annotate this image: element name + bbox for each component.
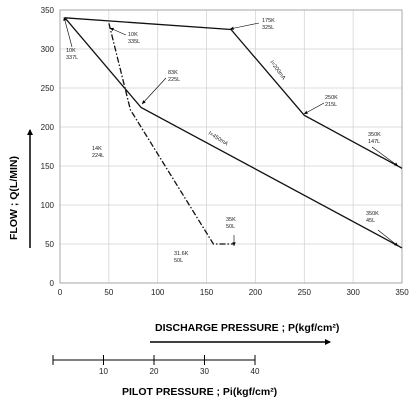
- annotation-label: 10K 337L: [66, 48, 78, 61]
- series-label-i200: I=200mA: [268, 60, 286, 82]
- y-tick-label: 350: [41, 6, 55, 15]
- pilot-tick-label: 20: [150, 367, 159, 376]
- y-tick-label: 300: [41, 45, 55, 54]
- annotation-arrow: [303, 102, 325, 115]
- annotation-label: 10K 335L: [128, 32, 140, 45]
- y-tick-label: 0: [50, 279, 55, 288]
- x-tick-label: 100: [151, 288, 165, 297]
- x-tick-label: 0: [58, 288, 63, 297]
- series-line-2: [64, 17, 403, 249]
- y-tick-label: 200: [41, 123, 55, 132]
- annotation-arrow: [141, 77, 167, 105]
- annotation-label: 83K 225L: [168, 70, 180, 83]
- y-tick-label: 150: [41, 162, 55, 171]
- x-tick-label: 350: [395, 288, 409, 297]
- annotation-arrow-head: [110, 27, 114, 32]
- annotation-label: 350K 147L: [368, 132, 381, 145]
- annotation-arrow-head: [232, 242, 236, 246]
- annotation-arrow-head: [394, 242, 398, 246]
- annotation-arrow: [371, 146, 399, 167]
- plot-frame: [59, 9, 403, 284]
- annotation-label: 350K 45L: [366, 211, 379, 224]
- annotation-arrow-head: [142, 100, 146, 104]
- y-axis-title: FLOW ; Q(L/MIN): [8, 156, 20, 240]
- plot-area: 0 50 100 150 200 250 300 350 0 50 100 150 200 250 300 3…: [41, 6, 410, 376]
- x-tick-label: 50: [104, 288, 113, 297]
- pilot-tick-label: 30: [200, 367, 209, 376]
- annotation-arrow: [377, 229, 399, 247]
- series-line-3: [108, 23, 233, 245]
- annotation-label: 35K 50L: [226, 217, 236, 230]
- x-axis-title: DISCHARGE PRESSURE ; P(kgf/cm²): [155, 322, 339, 334]
- x-tick-label: 150: [200, 288, 214, 297]
- annotation-label: 250K 215L: [325, 95, 338, 108]
- x-tick-label: 250: [298, 288, 312, 297]
- x-tick-label: 300: [346, 288, 360, 297]
- annotation-arrow-head: [304, 110, 308, 114]
- annotation-arrow-head: [230, 26, 234, 30]
- annotation-arrow-head: [63, 17, 67, 21]
- y-tick-label: 250: [41, 84, 55, 93]
- series-line-1: [64, 17, 403, 169]
- annotation-label: 175K 325L: [262, 18, 275, 31]
- annotation-arrow-head: [394, 162, 398, 166]
- y-tick-label: 50: [45, 240, 54, 249]
- pilot-tick-label: 40: [251, 367, 260, 376]
- y-tick-label: 100: [41, 201, 55, 210]
- annotation-label: 14K 224L: [92, 146, 104, 159]
- pilot-axis-title: PILOT PRESSURE ; Pi(kgf/cm²): [122, 386, 277, 398]
- x-tick-label: 200: [249, 288, 263, 297]
- annotation-label: 31.6K 50L: [174, 251, 189, 264]
- annotation-arrow: [229, 22, 260, 30]
- annotation-arrow: [63, 16, 73, 48]
- pilot-tick-label: 10: [99, 367, 108, 376]
